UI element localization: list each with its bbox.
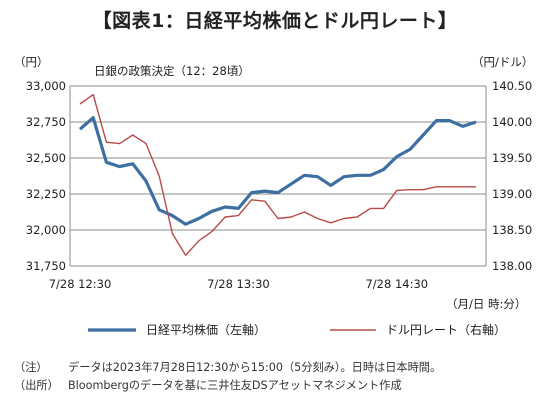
left-axis-label: （円） <box>14 55 49 69</box>
note-label: （注） <box>14 361 48 374</box>
legend-label: ドル円レート（右軸） <box>386 322 506 337</box>
left-axis-ticks: 33,000 32,750 32,500 32,250 32,000 31,750 <box>26 79 66 273</box>
x-axis-unit: （月/日 時:分） <box>446 297 527 311</box>
right-tick-label: 140.50 <box>492 79 532 93</box>
right-tick-label: 138.50 <box>492 223 532 237</box>
footnotes: （注） データは2023年7月28日12:30から15:00（5分刻み）。日時は日… <box>14 359 441 395</box>
policy-annotation: 日銀の政策決定（12：28頃） <box>94 64 250 78</box>
right-tick-label: 139.50 <box>492 151 532 165</box>
left-tick-label: 33,000 <box>26 79 66 93</box>
x-axis-ticks: 7/28 12:30 7/28 13:30 7/28 14:30 <box>49 277 428 291</box>
chart-title: 【図表1：日経平均株価とドル円レート】 <box>92 10 458 32</box>
note-text: データは2023年7月28日12:30から15:00（5分刻み）。日時は日本時間… <box>68 361 442 374</box>
left-tick-label: 32,250 <box>26 187 66 201</box>
note-row: （注） データは2023年7月28日12:30から15:00（5分刻み）。日時は日… <box>14 359 441 377</box>
plot-frame <box>69 86 487 266</box>
right-axis-label: （円/ドル） <box>472 55 534 69</box>
source-row: （出所） Bloombergのデータを基に三井住友DSアセットマネジメント作成 <box>14 377 441 395</box>
right-tick-label: 138.00 <box>492 259 532 273</box>
left-tick-label: 32,750 <box>26 115 66 129</box>
x-tick-label: 7/28 14:30 <box>365 277 428 291</box>
legend-label: 日経平均株価（左軸） <box>146 322 266 337</box>
series-lines <box>78 93 477 256</box>
right-tick-label: 139.00 <box>492 187 532 201</box>
right-axis-ticks: 140.50 140.00 139.50 139.00 138.50 138.00 <box>492 79 532 273</box>
left-tick-label: 32,500 <box>26 151 66 165</box>
source-label: （出所） <box>14 379 59 392</box>
source-text: Bloombergのデータを基に三井住友DSアセットマネジメント作成 <box>68 379 402 392</box>
left-tick-label: 31,750 <box>26 259 66 273</box>
left-tick-label: 32,000 <box>26 223 66 237</box>
usdjpy-series-line <box>79 93 476 256</box>
right-tick-label: 140.00 <box>492 115 532 129</box>
gridlines <box>70 85 486 267</box>
nikkei-series-line <box>78 116 477 226</box>
x-tick-label: 7/28 12:30 <box>49 277 112 291</box>
x-tick-label: 7/28 13:30 <box>207 277 270 291</box>
legend: 日経平均株価（左軸） ドル円レート（右軸） <box>88 322 506 337</box>
